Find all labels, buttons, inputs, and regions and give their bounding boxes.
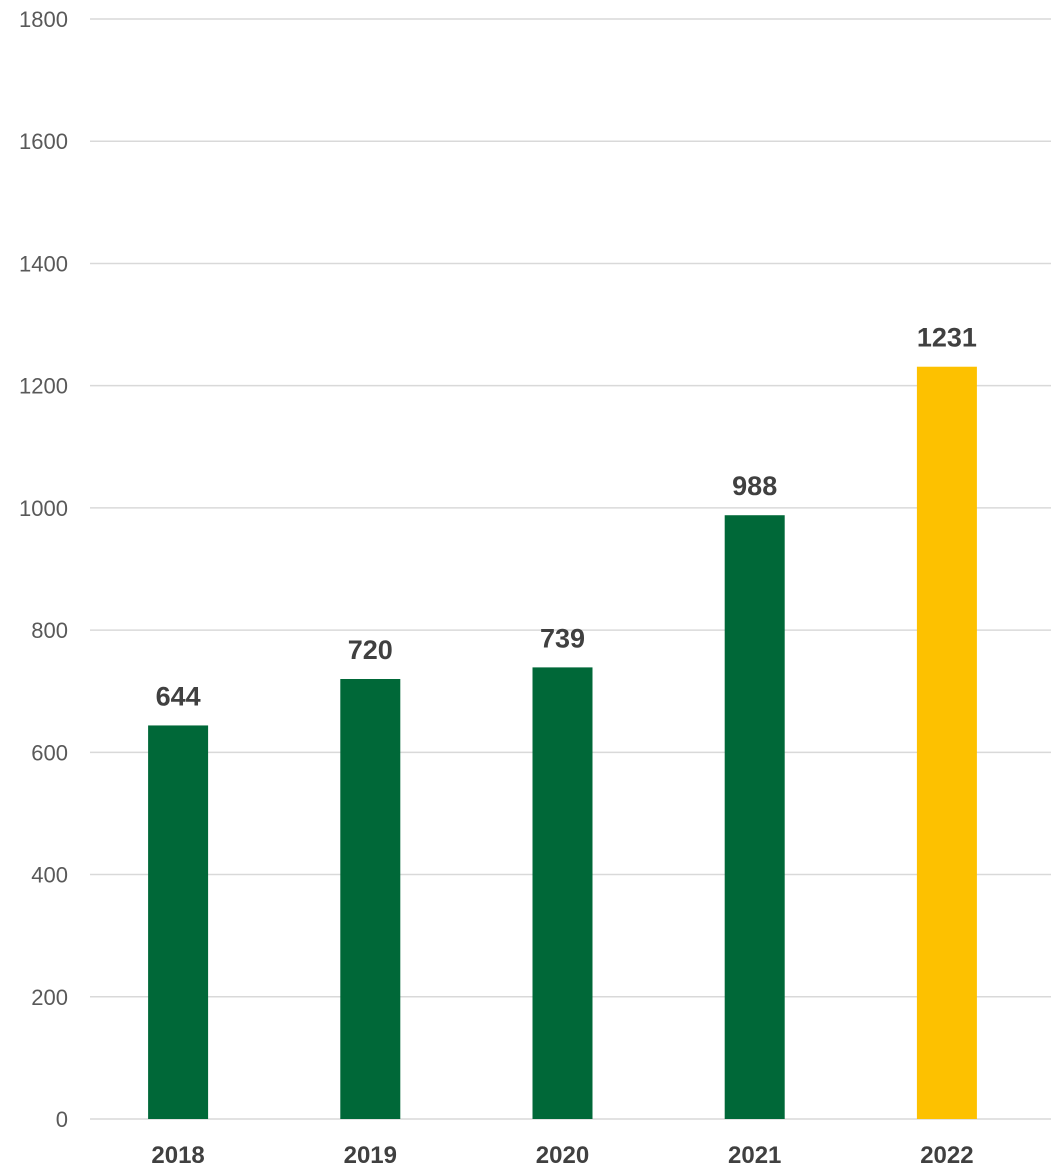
data-label-2018: 644 — [156, 681, 201, 711]
y-tick-label: 0 — [56, 1107, 68, 1132]
data-label-2019: 720 — [348, 635, 393, 665]
y-tick-label: 1000 — [19, 496, 68, 521]
data-label-2022: 1231 — [917, 323, 977, 353]
y-tick-label: 200 — [31, 985, 68, 1010]
bar-2022 — [916, 366, 977, 1119]
y-tick-label: 1400 — [19, 251, 68, 276]
bar-2018 — [148, 725, 209, 1119]
y-tick-label: 1600 — [19, 129, 68, 154]
bar-2020 — [532, 667, 593, 1119]
data-label-2020: 739 — [540, 623, 585, 653]
y-tick-label: 800 — [31, 618, 68, 643]
data-labels: 644 720 739 988 1231 — [156, 323, 977, 712]
bars — [148, 366, 977, 1119]
x-axis: 2018 2019 2020 2021 2022 — [151, 1142, 973, 1168]
y-tick-label: 600 — [31, 740, 68, 765]
data-label-2021: 988 — [732, 471, 777, 501]
x-tick-label: 2021 — [728, 1142, 781, 1168]
bar-2021 — [724, 515, 785, 1119]
y-tick-label: 1800 — [19, 7, 68, 32]
y-axis: 0 200 400 600 800 1000 1200 1400 1600 1800 — [19, 7, 68, 1132]
bar-2019 — [340, 679, 401, 1119]
gridlines — [90, 18, 1051, 1120]
x-tick-label: 2019 — [344, 1142, 397, 1168]
x-tick-label: 2018 — [151, 1142, 204, 1168]
x-tick-label: 2022 — [920, 1142, 973, 1168]
x-tick-label: 2020 — [536, 1142, 589, 1168]
y-tick-label: 400 — [31, 863, 68, 888]
y-tick-label: 1200 — [19, 374, 68, 399]
